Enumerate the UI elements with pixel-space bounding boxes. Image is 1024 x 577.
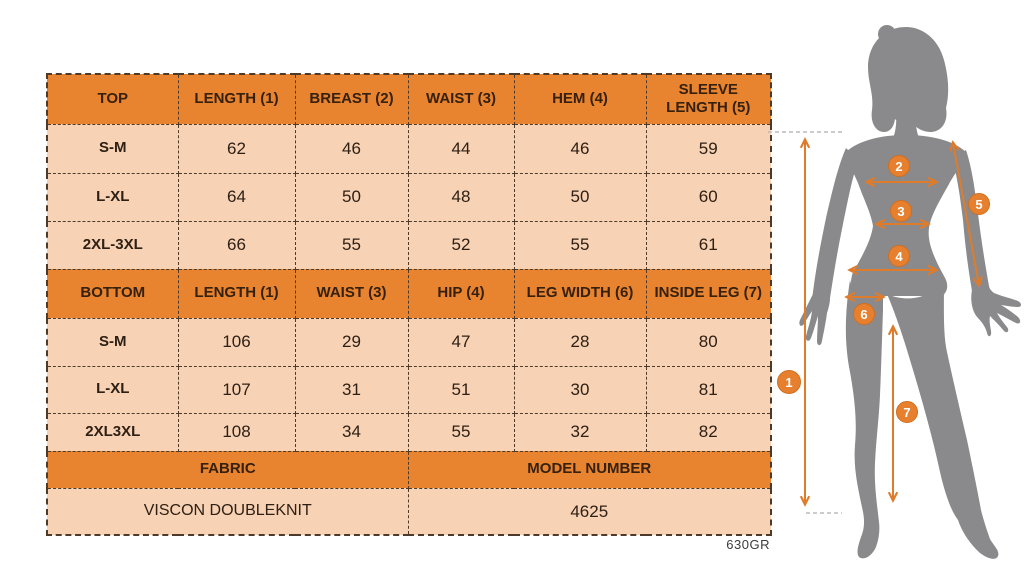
header-cell: WAIST (3) bbox=[294, 268, 409, 319]
value-cell: 28 bbox=[513, 317, 647, 367]
table-row: L-XL 107 31 51 30 81 bbox=[46, 365, 772, 414]
header-cell: INSIDE LEG (7) bbox=[645, 268, 772, 319]
model-number-header-cell: MODEL NUMBER bbox=[407, 450, 772, 489]
value-cell: 47 bbox=[407, 317, 515, 367]
value-cell: 52 bbox=[407, 220, 515, 270]
svg-text:5: 5 bbox=[975, 197, 982, 212]
value-cell: 82 bbox=[645, 412, 772, 452]
fabric-header-cell: FABRIC bbox=[46, 450, 409, 489]
size-cell: 2XL-3XL bbox=[46, 220, 179, 270]
table-row: L-XL 64 50 48 50 60 bbox=[46, 172, 772, 222]
size-cell: S-M bbox=[46, 123, 179, 174]
value-cell: 44 bbox=[407, 123, 515, 174]
value-cell: 31 bbox=[294, 365, 409, 414]
value-cell: 48 bbox=[407, 172, 515, 222]
bottom-header-row: BOTTOM LENGTH (1) WAIST (3) HIP (4) LEG … bbox=[46, 268, 772, 319]
table-row: S-M 62 46 44 46 59 bbox=[46, 123, 772, 174]
value-cell: 80 bbox=[645, 317, 772, 367]
marker-5: 5 bbox=[968, 193, 990, 215]
value-cell: 29 bbox=[294, 317, 409, 367]
measurement-arrow-5-sleeve bbox=[953, 143, 979, 285]
svg-text:7: 7 bbox=[903, 405, 910, 420]
header-cell: BREAST (2) bbox=[294, 73, 409, 125]
value-cell: 46 bbox=[513, 123, 647, 174]
value-cell: 46 bbox=[294, 123, 409, 174]
marker-2: 2 bbox=[888, 155, 910, 177]
marker-6: 6 bbox=[853, 303, 875, 325]
svg-text:4: 4 bbox=[895, 249, 903, 264]
top-header-row: TOP LENGTH (1) BREAST (2) WAIST (3) HEM … bbox=[46, 73, 772, 125]
value-cell: 66 bbox=[177, 220, 296, 270]
fabric-value-cell: VISCON DOUBLEKNIT bbox=[46, 487, 409, 536]
measurement-figure: 1 2 3 4 5 6 7 bbox=[768, 25, 1021, 559]
marker-1: 1 bbox=[777, 370, 801, 394]
marker-3: 3 bbox=[890, 200, 912, 222]
value-cell: 107 bbox=[177, 365, 296, 414]
header-cell: SLEEVE LENGTH (5) bbox=[645, 73, 772, 125]
value-cell: 32 bbox=[513, 412, 647, 452]
value-cell: 51 bbox=[407, 365, 515, 414]
size-cell: L-XL bbox=[46, 365, 179, 414]
woman-silhouette bbox=[799, 25, 1021, 559]
value-cell: 64 bbox=[177, 172, 296, 222]
size-chart-table: TOP LENGTH (1) BREAST (2) WAIST (3) HEM … bbox=[46, 73, 772, 536]
value-cell: 60 bbox=[645, 172, 772, 222]
table-row: 2XL-3XL 66 55 52 55 61 bbox=[46, 220, 772, 270]
value-cell: 55 bbox=[513, 220, 647, 270]
value-cell: 34 bbox=[294, 412, 409, 452]
header-cell: LEG WIDTH (6) bbox=[513, 268, 647, 319]
header-cell: LENGTH (1) bbox=[177, 73, 296, 125]
marker-4: 4 bbox=[888, 245, 910, 267]
size-cell: 2XL3XL bbox=[46, 412, 179, 452]
header-cell: HEM (4) bbox=[513, 73, 647, 125]
value-cell: 50 bbox=[513, 172, 647, 222]
marker-7: 7 bbox=[896, 401, 918, 423]
value-cell: 106 bbox=[177, 317, 296, 367]
value-cell: 61 bbox=[645, 220, 772, 270]
svg-text:1: 1 bbox=[785, 375, 792, 390]
weight-footnote: 630GR bbox=[726, 537, 770, 552]
header-cell: LENGTH (1) bbox=[177, 268, 296, 319]
value-cell: 30 bbox=[513, 365, 647, 414]
table-row: S-M 106 29 47 28 80 bbox=[46, 317, 772, 367]
value-cell: 55 bbox=[294, 220, 409, 270]
svg-text:6: 6 bbox=[860, 307, 867, 322]
value-cell: 59 bbox=[645, 123, 772, 174]
svg-text:3: 3 bbox=[897, 204, 904, 219]
svg-text:2: 2 bbox=[895, 159, 902, 174]
fabric-header-row: FABRIC MODEL NUMBER bbox=[46, 450, 772, 489]
fabric-value-row: VISCON DOUBLEKNIT 4625 bbox=[46, 487, 772, 536]
value-cell: 55 bbox=[407, 412, 515, 452]
size-cell: L-XL bbox=[46, 172, 179, 222]
header-cell: WAIST (3) bbox=[407, 73, 515, 125]
header-cell: BOTTOM bbox=[46, 268, 179, 319]
header-cell: TOP bbox=[46, 73, 179, 125]
value-cell: 108 bbox=[177, 412, 296, 452]
header-cell: HIP (4) bbox=[407, 268, 515, 319]
model-number-value-cell: 4625 bbox=[407, 487, 772, 536]
value-cell: 50 bbox=[294, 172, 409, 222]
size-cell: S-M bbox=[46, 317, 179, 367]
table-row: 2XL3XL 108 34 55 32 82 bbox=[46, 412, 772, 452]
value-cell: 81 bbox=[645, 365, 772, 414]
value-cell: 62 bbox=[177, 123, 296, 174]
